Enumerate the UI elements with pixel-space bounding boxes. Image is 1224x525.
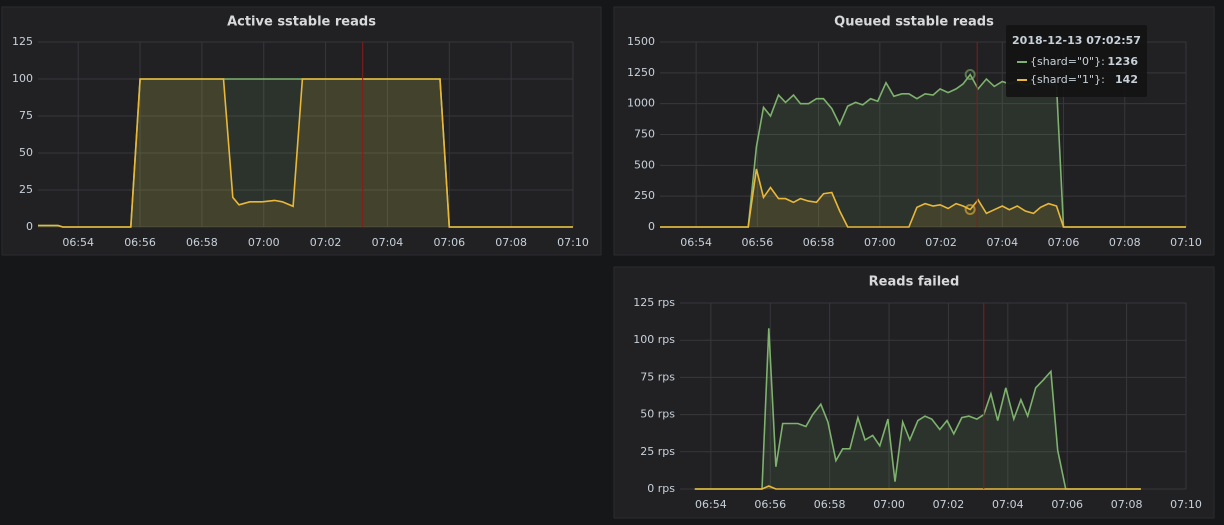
panel-title: Reads failed (869, 275, 960, 290)
x-tick-label: 07:08 (1111, 498, 1143, 511)
panel (613, 266, 1215, 519)
x-tick-label: 07:08 (495, 236, 527, 249)
x-tick-label: 06:54 (695, 498, 727, 511)
y-tick-label: 250 (634, 189, 655, 202)
tooltip-label: {shard="1"}: (1030, 73, 1105, 86)
x-tick-label: 07:08 (1109, 236, 1141, 249)
series-area (38, 79, 573, 227)
x-tick-label: 06:54 (680, 236, 712, 249)
tooltip-label: {shard="0"}: (1030, 55, 1105, 68)
y-tick-label: 500 (634, 158, 655, 171)
series-line (38, 78, 573, 228)
x-tick-label: 07:06 (1048, 236, 1080, 249)
series-area (38, 79, 573, 227)
y-tick-label: 75 rps (640, 370, 675, 383)
panel-title: Queued sstable reads (834, 15, 994, 30)
series-line (660, 168, 1186, 228)
x-tick-label: 06:56 (742, 236, 774, 249)
x-tick-label: 06:58 (803, 236, 835, 249)
x-tick-label: 07:04 (372, 236, 404, 249)
series-area (694, 328, 1141, 489)
x-tick-label: 07:10 (557, 236, 589, 249)
x-tick-label: 07:10 (1170, 498, 1202, 511)
tooltip-title: 2018-12-13 07:02:57 (1012, 34, 1141, 47)
y-tick-label: 100 rps (633, 333, 675, 346)
x-tick-label: 06:58 (186, 236, 218, 249)
y-tick-label: 0 (26, 220, 33, 233)
x-tick-label: 07:00 (864, 236, 896, 249)
x-tick-label: 07:04 (986, 236, 1018, 249)
y-tick-label: 1000 (627, 97, 655, 110)
series-area (660, 169, 1186, 227)
tooltip (1006, 25, 1147, 97)
x-tick-label: 07:06 (1051, 498, 1083, 511)
series-line (694, 485, 1141, 490)
tooltip-value: 142 (1115, 73, 1138, 86)
y-tick-label: 25 (19, 183, 33, 196)
y-tick-label: 75 (19, 109, 33, 122)
y-tick-label: 750 (634, 128, 655, 141)
x-tick-label: 07:06 (433, 236, 465, 249)
y-tick-label: 1250 (627, 66, 655, 79)
x-tick-label: 06:56 (124, 236, 156, 249)
x-tick-label: 06:56 (754, 498, 786, 511)
panel (1, 6, 602, 256)
x-tick-label: 07:02 (933, 498, 965, 511)
y-tick-label: 1500 (627, 35, 655, 48)
y-tick-label: 0 (648, 220, 655, 233)
x-tick-label: 07:10 (1170, 236, 1202, 249)
y-tick-label: 125 rps (633, 296, 675, 309)
y-tick-label: 25 rps (640, 445, 675, 458)
tooltip-value: 1236 (1107, 55, 1138, 68)
y-tick-label: 125 (12, 35, 33, 48)
hover-point (964, 69, 976, 81)
series-area (660, 74, 1186, 227)
x-tick-label: 07:04 (992, 498, 1024, 511)
x-tick-label: 06:58 (814, 498, 846, 511)
x-tick-label: 07:02 (925, 236, 957, 249)
series-line (694, 328, 1141, 490)
x-tick-label: 07:00 (248, 236, 280, 249)
x-tick-label: 07:02 (310, 236, 342, 249)
y-tick-label: 50 rps (640, 408, 675, 421)
x-tick-label: 06:54 (62, 236, 94, 249)
panel-title: Active sstable reads (227, 15, 376, 30)
y-tick-label: 0 rps (647, 482, 675, 495)
y-tick-label: 100 (12, 72, 33, 85)
y-tick-label: 50 (19, 146, 33, 159)
x-tick-label: 07:00 (873, 498, 905, 511)
hover-point (964, 203, 976, 215)
